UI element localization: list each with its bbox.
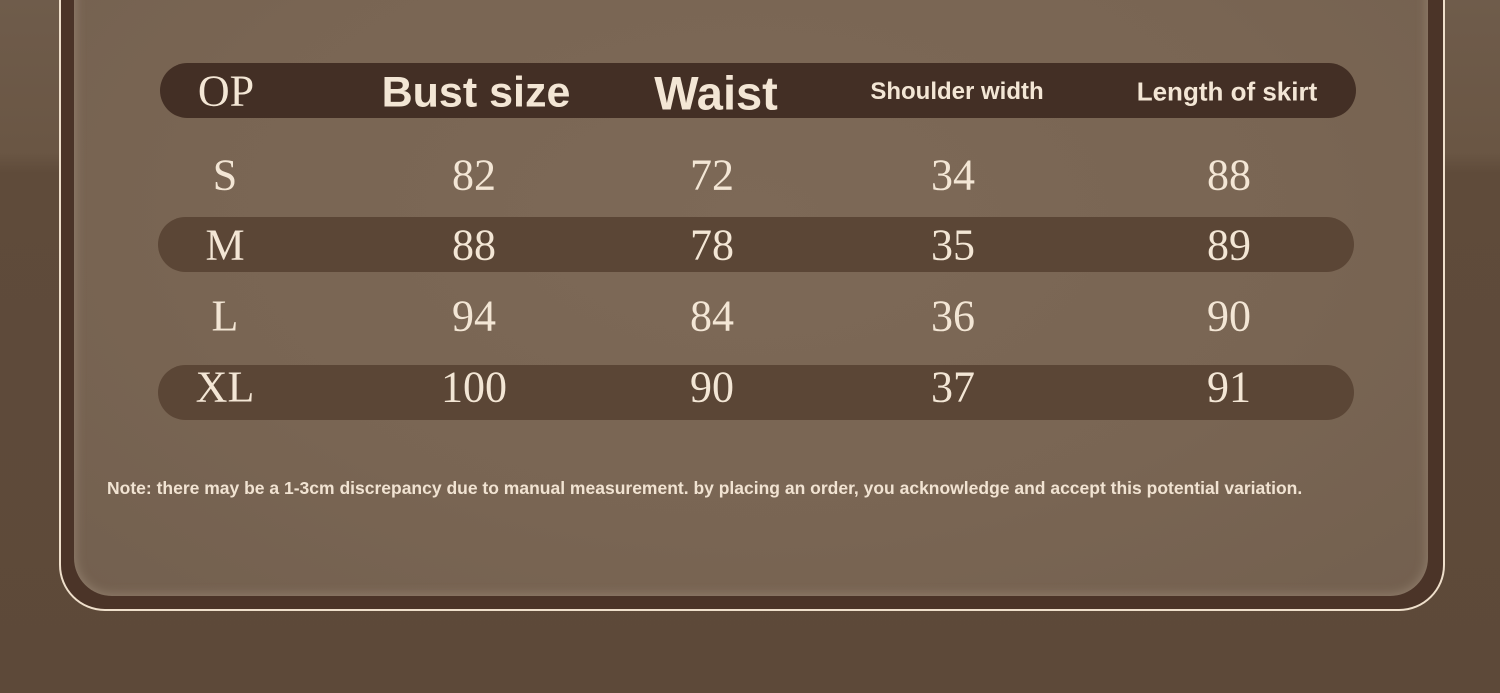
header-length-of-skirt: Length of skirt — [1136, 76, 1318, 107]
measurement-cell: 90 — [1207, 291, 1251, 341]
header-bust-size: Bust size — [381, 68, 571, 117]
size-label: M — [205, 220, 245, 270]
measurement-cell: 72 — [690, 150, 734, 200]
measurement-cell: 36 — [931, 291, 975, 341]
header-shoulder-width: Shoulder width — [870, 78, 1044, 105]
row-stripe-xl — [158, 365, 1354, 420]
measurement-cell: 91 — [1207, 362, 1251, 412]
measurement-note: Note: there may be a 1-3cm discrepancy d… — [107, 478, 1303, 498]
measurement-cell: 88 — [452, 220, 496, 270]
measurement-cell: 84 — [690, 291, 734, 341]
size-label: L — [211, 291, 239, 341]
measurement-cell: 35 — [931, 220, 975, 270]
header-op: OP — [197, 66, 255, 116]
measurement-cell: 89 — [1207, 220, 1251, 270]
measurement-cell: 90 — [690, 362, 734, 412]
measurement-cell: 100 — [441, 362, 507, 412]
header-waist: Waist — [654, 66, 778, 120]
measurement-cell: 88 — [1207, 150, 1251, 200]
measurement-cell: 82 — [452, 150, 496, 200]
size-label: XL — [195, 362, 255, 412]
table-header-bar — [160, 63, 1356, 118]
size-label: S — [212, 150, 238, 200]
measurement-cell: 94 — [452, 291, 496, 341]
row-stripe-m — [158, 217, 1354, 272]
measurement-cell: 78 — [690, 220, 734, 270]
measurement-cell: 37 — [931, 362, 975, 412]
measurement-cell: 34 — [931, 150, 975, 200]
